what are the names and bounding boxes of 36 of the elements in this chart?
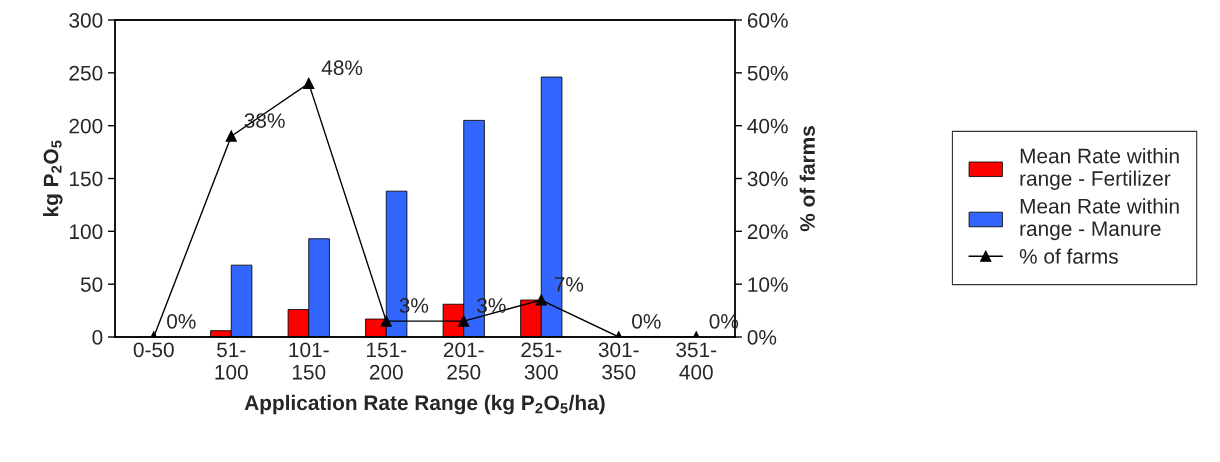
x-tick-label: 151- 200 — [366, 342, 407, 380]
y2-tick-label: 60% — [747, 13, 788, 28]
data-label: 48% — [321, 60, 363, 76]
point — [535, 294, 547, 306]
y2-tick-label: 20% — [747, 224, 788, 240]
y-axis-title: kg P$_{2}$O$_{5}$ — [43, 140, 63, 216]
point — [458, 315, 470, 327]
x-tick-label: 301- 350 — [598, 342, 639, 380]
y2-tick-label: 50% — [747, 65, 788, 81]
y-tick-label: 50 — [80, 277, 103, 292]
y2-tick-label: 0% — [747, 330, 777, 345]
legend-label: Mean Rate within range - Fertilizer — [1020, 148, 1179, 190]
y-tick-label: 250 — [69, 65, 103, 81]
y-tick-label: 300 — [69, 13, 103, 28]
y-tick-label: 200 — [69, 118, 103, 134]
point — [303, 77, 315, 89]
y2-tick-label: 10% — [748, 277, 788, 292]
x-tick-label: 351- 400 — [676, 342, 717, 380]
y2-axis-title: % of farms — [799, 126, 815, 232]
y2-tick-label: 40% — [747, 118, 788, 134]
x-tick-label: 201- 250 — [443, 342, 484, 380]
x-tick-label: 51- 100 — [215, 342, 248, 380]
point — [380, 315, 392, 327]
point — [225, 130, 237, 142]
x-tick-label: 251- 300 — [521, 342, 562, 380]
y-tick-label: 0 — [92, 330, 103, 345]
y-tick-label: 150 — [70, 171, 103, 187]
x-axis-title: Application Rate Range (kg P$_{2}$O$_{5}$/ha) — [244, 394, 605, 415]
legend-label: % of farms — [1019, 248, 1118, 264]
legend-label: Mean Rate within range - Manure — [1020, 198, 1179, 241]
x-tick-label: 101- 150 — [289, 342, 329, 380]
y2-tick-label: 30% — [747, 171, 788, 187]
y-tick-label: 100 — [70, 224, 103, 240]
data-label: 0% — [167, 313, 196, 329]
x-tick-label: 0-50 — [133, 342, 174, 358]
data-label: 0% — [632, 313, 661, 329]
